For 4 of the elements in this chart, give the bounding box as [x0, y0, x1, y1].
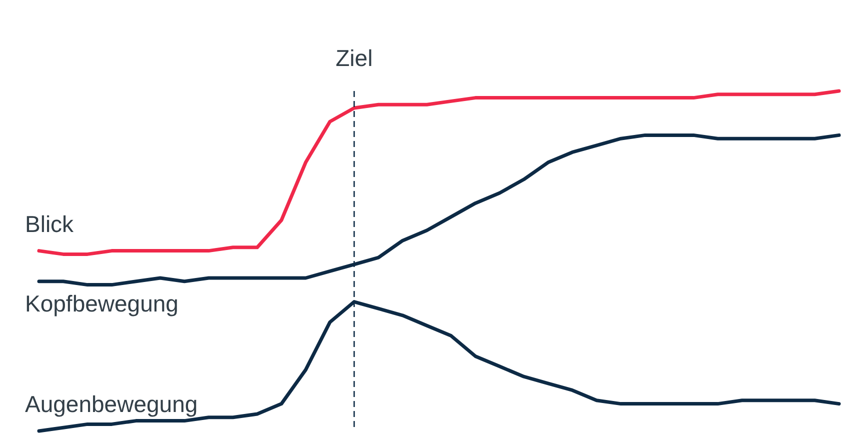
series-label: Augenbewegung	[25, 391, 198, 417]
text: Ziel	[336, 45, 373, 71]
series-label: Blick	[25, 210, 74, 237]
series-label: Kopfbewegung	[25, 290, 178, 316]
